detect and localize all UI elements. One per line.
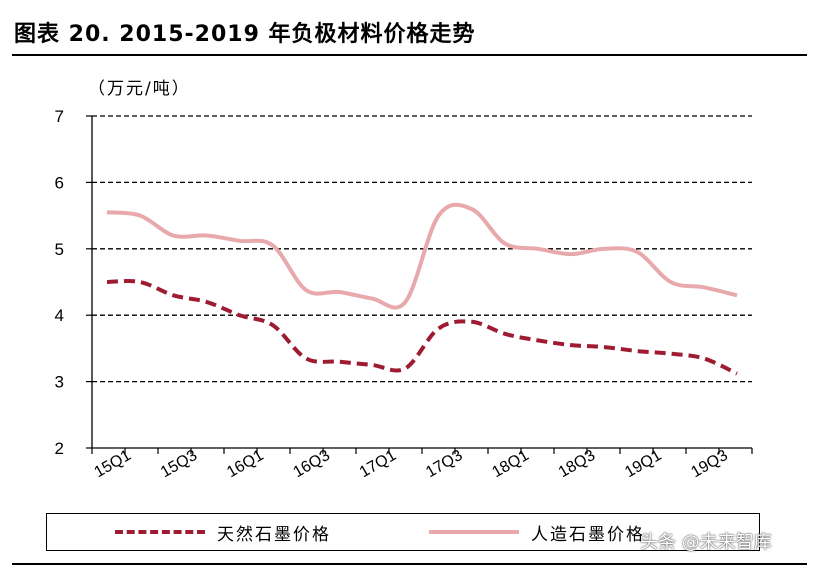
y-tick-label-3: 3 bbox=[55, 373, 64, 392]
x-tick-label-15Q3: 15Q3 bbox=[158, 447, 200, 481]
bottom-rule bbox=[12, 563, 807, 565]
legend-item-artificial-graphite: 人造石墨价格 bbox=[429, 520, 645, 545]
series-natural-graphite bbox=[106, 279, 738, 376]
legend: 天然石墨价格 人造石墨价格 bbox=[46, 513, 760, 551]
x-tick-label-19Q1: 19Q1 bbox=[622, 447, 664, 481]
series-lines bbox=[106, 202, 738, 376]
legend-swatch-natural-graphite bbox=[115, 530, 205, 534]
legend-item-natural-graphite: 天然石墨价格 bbox=[115, 520, 331, 545]
y-tick-label-5: 5 bbox=[55, 240, 64, 259]
watermark: 头条 @未来智库 bbox=[640, 532, 772, 553]
series-artificial-graphite bbox=[106, 202, 738, 310]
legend-label-artificial-graphite: 人造石墨价格 bbox=[531, 524, 645, 545]
y-tick-label-6: 6 bbox=[55, 173, 64, 192]
grid-lines bbox=[92, 115, 752, 383]
x-tick-label-19Q3: 19Q3 bbox=[688, 447, 730, 481]
legend-swatch-artificial-graphite bbox=[429, 530, 519, 534]
x-axis: 15Q1 15Q3 16Q1 16Q3 17Q1 17Q3 18Q1 18Q3 19Q1 19Q3 bbox=[91, 447, 753, 481]
y-tick-label-2: 2 bbox=[55, 439, 64, 458]
x-tick-label-17Q3: 17Q3 bbox=[423, 447, 465, 481]
y-axis-unit-label: （万元/吨） bbox=[88, 79, 191, 99]
x-tick-label-18Q3: 18Q3 bbox=[556, 447, 598, 481]
legend-label-natural-graphite: 天然石墨价格 bbox=[217, 524, 331, 545]
x-tick-label-16Q3: 16Q3 bbox=[290, 447, 332, 481]
y-axis: 2 3 4 5 6 7 bbox=[55, 107, 93, 458]
y-tick-label-4: 4 bbox=[55, 306, 64, 325]
x-tick-label-16Q1: 16Q1 bbox=[224, 447, 266, 481]
top-rule bbox=[12, 54, 807, 56]
x-tick-label-15Q1: 15Q1 bbox=[92, 447, 134, 481]
y-tick-label-7: 7 bbox=[55, 107, 64, 126]
figure-title: 图表 20. 2015-2019 年负极材料价格走势 bbox=[14, 22, 476, 47]
x-tick-label-17Q1: 17Q1 bbox=[357, 447, 399, 481]
x-tick-label-18Q1: 18Q1 bbox=[489, 447, 531, 481]
